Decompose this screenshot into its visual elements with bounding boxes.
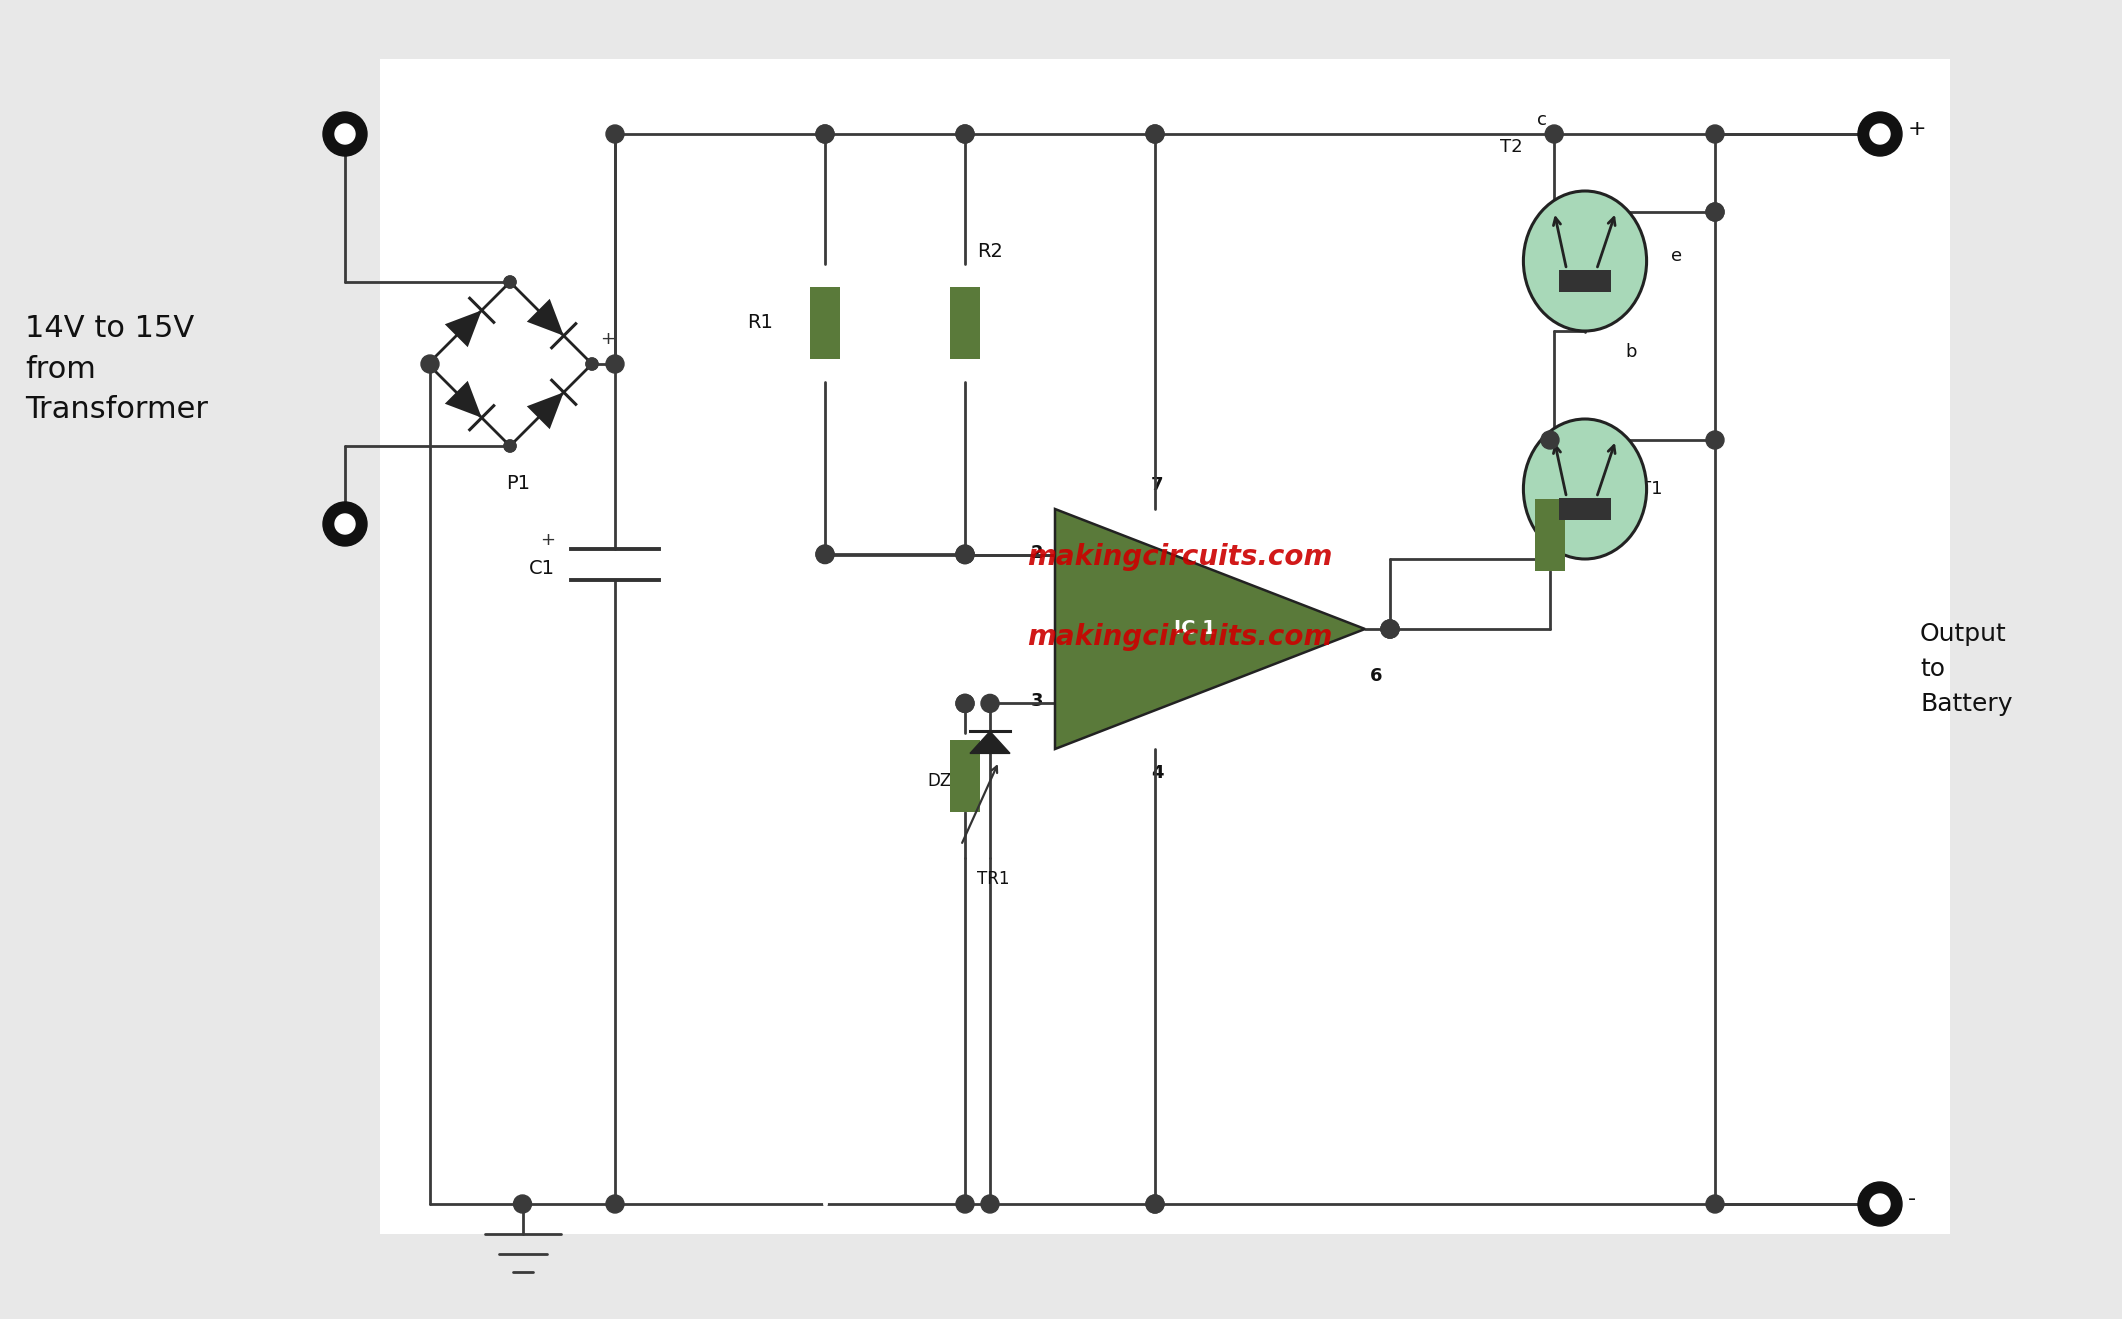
- Circle shape: [957, 1195, 974, 1213]
- Circle shape: [323, 112, 367, 156]
- Polygon shape: [970, 732, 1010, 753]
- Circle shape: [1146, 125, 1165, 142]
- Text: C1: C1: [528, 559, 556, 579]
- Circle shape: [1541, 431, 1560, 448]
- Circle shape: [586, 357, 598, 371]
- Circle shape: [957, 125, 974, 142]
- Circle shape: [607, 1195, 624, 1213]
- Bar: [380, 59, 1950, 1235]
- Circle shape: [957, 694, 974, 712]
- Circle shape: [957, 125, 974, 142]
- Circle shape: [1146, 1195, 1165, 1213]
- Text: 3: 3: [1031, 692, 1044, 711]
- Circle shape: [1146, 125, 1165, 142]
- Text: 2: 2: [1031, 543, 1044, 562]
- Text: 7: 7: [1150, 476, 1163, 495]
- Bar: [951, 740, 980, 813]
- Text: P1: P1: [505, 474, 530, 493]
- Circle shape: [505, 441, 516, 452]
- Circle shape: [505, 441, 516, 452]
- Text: b: b: [1625, 343, 1638, 361]
- Circle shape: [1706, 125, 1723, 142]
- Circle shape: [1146, 1195, 1165, 1213]
- Circle shape: [1706, 203, 1723, 222]
- Circle shape: [514, 1195, 530, 1213]
- Text: DZ1: DZ1: [927, 772, 961, 790]
- Polygon shape: [526, 392, 564, 429]
- Circle shape: [586, 357, 598, 371]
- Circle shape: [1706, 203, 1723, 222]
- Polygon shape: [446, 310, 482, 347]
- Circle shape: [1869, 124, 1891, 144]
- Text: +: +: [1908, 119, 1927, 138]
- Circle shape: [323, 503, 367, 546]
- Circle shape: [422, 357, 435, 371]
- Circle shape: [817, 545, 834, 563]
- Text: IC 1: IC 1: [1173, 620, 1216, 638]
- Bar: [1534, 499, 1566, 571]
- Circle shape: [817, 125, 834, 142]
- Text: TR1: TR1: [976, 871, 1010, 889]
- Circle shape: [505, 276, 516, 288]
- Polygon shape: [1055, 509, 1364, 749]
- Circle shape: [1859, 1182, 1901, 1225]
- Text: Output
to
Battery: Output to Battery: [1920, 621, 2012, 716]
- Text: -: -: [1069, 557, 1078, 576]
- Circle shape: [817, 546, 834, 563]
- Circle shape: [1381, 620, 1398, 638]
- Circle shape: [1706, 1195, 1723, 1213]
- Bar: [1560, 497, 1611, 520]
- Circle shape: [980, 694, 999, 712]
- Circle shape: [1381, 620, 1398, 638]
- Circle shape: [422, 357, 435, 371]
- Circle shape: [1545, 125, 1564, 142]
- Circle shape: [1859, 112, 1901, 156]
- Circle shape: [957, 694, 974, 712]
- Circle shape: [607, 125, 624, 142]
- Text: c: c: [1536, 111, 1547, 129]
- Circle shape: [957, 546, 974, 563]
- Circle shape: [980, 1195, 999, 1213]
- Text: makingcircuits.com: makingcircuits.com: [1027, 623, 1333, 652]
- Circle shape: [817, 125, 834, 142]
- Bar: [1560, 269, 1611, 291]
- Bar: [951, 288, 980, 359]
- Text: +: +: [539, 532, 556, 549]
- Text: T2: T2: [1500, 138, 1524, 156]
- Bar: [811, 288, 840, 359]
- Text: +: +: [601, 330, 615, 348]
- Polygon shape: [526, 299, 564, 336]
- Text: +: +: [1069, 706, 1089, 725]
- Text: 14V to 15V
from
Transformer: 14V to 15V from Transformer: [25, 314, 208, 423]
- Polygon shape: [446, 381, 482, 418]
- Text: makingcircuits.com: makingcircuits.com: [1027, 543, 1333, 571]
- Text: 6: 6: [1371, 667, 1384, 685]
- Circle shape: [957, 546, 974, 563]
- Ellipse shape: [1524, 191, 1647, 331]
- Circle shape: [1706, 431, 1723, 448]
- Circle shape: [607, 355, 624, 373]
- Circle shape: [420, 355, 439, 373]
- Text: e: e: [1670, 247, 1683, 265]
- Circle shape: [1869, 1194, 1891, 1213]
- Circle shape: [335, 514, 354, 534]
- Circle shape: [335, 124, 354, 144]
- Text: T1: T1: [1640, 480, 1662, 499]
- Text: R3: R3: [1568, 525, 1592, 543]
- Circle shape: [1381, 620, 1398, 638]
- Circle shape: [957, 545, 974, 563]
- Ellipse shape: [1524, 419, 1647, 559]
- Text: R2: R2: [976, 241, 1004, 261]
- Text: R1: R1: [747, 314, 772, 332]
- Text: -: -: [1908, 1188, 1916, 1210]
- Text: 4: 4: [1150, 764, 1163, 782]
- Circle shape: [505, 276, 516, 288]
